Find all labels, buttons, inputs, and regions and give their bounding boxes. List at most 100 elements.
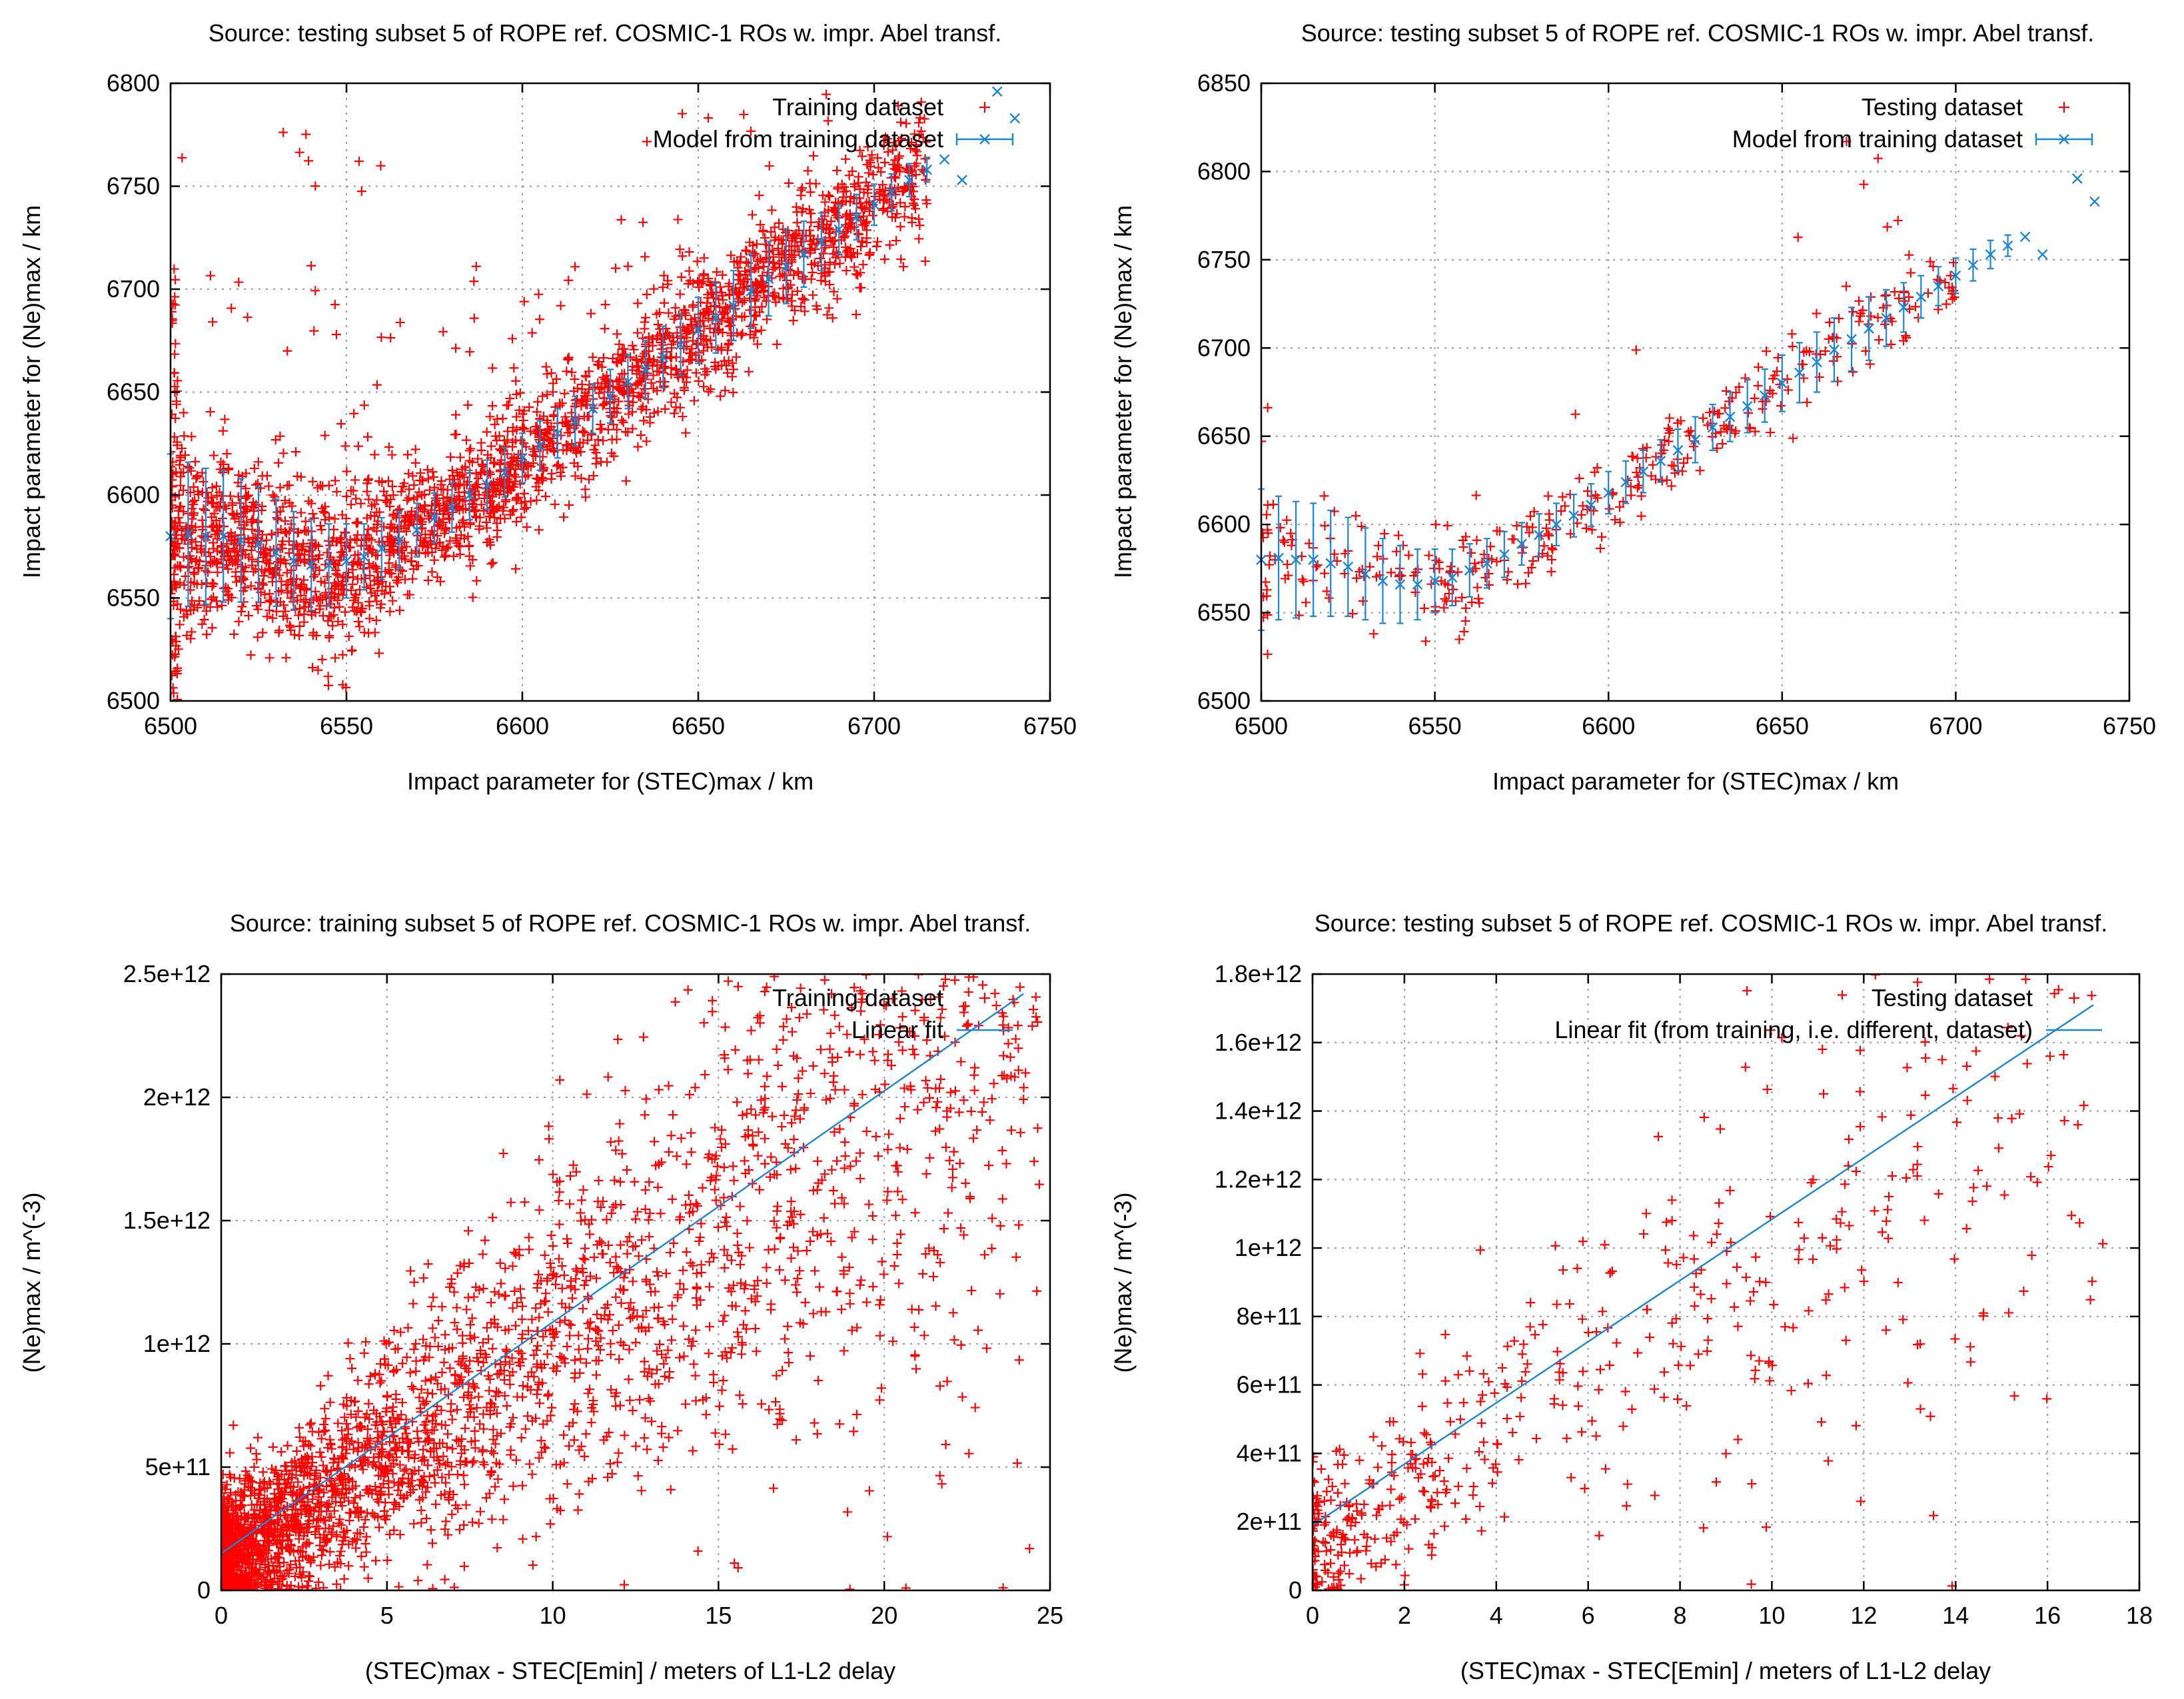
data-point bbox=[709, 328, 719, 338]
data-point bbox=[897, 986, 907, 996]
data-point bbox=[602, 1432, 612, 1442]
data-point bbox=[466, 444, 476, 454]
data-point bbox=[305, 1468, 315, 1478]
data-point bbox=[371, 550, 381, 560]
data-point bbox=[805, 225, 815, 235]
data-point bbox=[769, 259, 779, 269]
data-point bbox=[270, 492, 280, 502]
data-point bbox=[1304, 538, 1314, 548]
data-point bbox=[437, 545, 447, 555]
data-point bbox=[1688, 442, 1698, 452]
data-point bbox=[623, 261, 633, 271]
data-point bbox=[778, 239, 788, 249]
data-point bbox=[420, 530, 430, 540]
data-point bbox=[267, 529, 276, 539]
data-point bbox=[1657, 440, 1667, 450]
model-point bbox=[1586, 500, 1596, 510]
model-point bbox=[200, 530, 211, 542]
data-point bbox=[614, 1136, 624, 1146]
data-point bbox=[179, 506, 189, 516]
data-point bbox=[413, 530, 423, 540]
data-point bbox=[847, 1325, 857, 1335]
data-point bbox=[340, 441, 350, 451]
data-point bbox=[695, 1233, 705, 1243]
model-point bbox=[1638, 466, 1649, 477]
data-point bbox=[687, 344, 697, 354]
data-point bbox=[1925, 257, 1935, 267]
data-point bbox=[1031, 992, 1041, 1002]
x-tick-label: 6500 bbox=[1235, 712, 1288, 740]
data-point bbox=[894, 1279, 904, 1289]
data-point bbox=[611, 1292, 621, 1302]
data-point bbox=[288, 544, 298, 554]
data-point bbox=[436, 1420, 446, 1430]
data-point bbox=[331, 566, 341, 576]
data-point bbox=[580, 1280, 590, 1290]
data-point bbox=[845, 211, 855, 221]
data-point bbox=[320, 1404, 330, 1414]
data-point bbox=[718, 295, 728, 305]
data-point bbox=[458, 1338, 468, 1348]
data-point bbox=[760, 1159, 770, 1169]
data-point bbox=[1633, 472, 1643, 482]
data-point bbox=[908, 198, 918, 208]
data-point bbox=[344, 631, 354, 641]
data-point bbox=[659, 1359, 669, 1369]
data-point bbox=[482, 1323, 492, 1333]
data-point bbox=[423, 576, 433, 586]
chart-title: Source: testing subset 5 of ROPE ref. CO… bbox=[209, 19, 1001, 47]
data-point bbox=[1528, 556, 1538, 566]
data-point bbox=[500, 514, 510, 524]
data-point bbox=[438, 1451, 448, 1461]
data-point bbox=[865, 248, 875, 258]
data-point bbox=[777, 1081, 787, 1091]
legend-label: Training dataset bbox=[772, 93, 943, 121]
data-point bbox=[893, 160, 903, 170]
data-point bbox=[1772, 366, 1782, 376]
data-point bbox=[402, 495, 412, 505]
legend-symbol bbox=[2059, 102, 2069, 113]
data-point bbox=[770, 974, 780, 981]
data-point bbox=[710, 1185, 720, 1195]
data-point bbox=[317, 654, 327, 664]
data-point bbox=[346, 1409, 356, 1419]
data-point bbox=[751, 263, 761, 273]
data-point bbox=[795, 1114, 805, 1124]
data-point bbox=[1866, 311, 1876, 321]
data-point bbox=[825, 257, 835, 267]
data-point bbox=[472, 1403, 482, 1413]
data-point bbox=[533, 397, 543, 407]
data-point bbox=[504, 482, 514, 492]
data-point bbox=[573, 461, 583, 471]
data-point bbox=[696, 1295, 706, 1305]
data-point bbox=[693, 1201, 703, 1211]
data-point bbox=[320, 1414, 330, 1424]
data-point bbox=[505, 1379, 515, 1389]
data-point bbox=[380, 589, 390, 599]
data-point bbox=[787, 301, 797, 311]
data-point bbox=[728, 364, 738, 374]
data-point bbox=[1263, 649, 1273, 659]
data-point bbox=[1480, 572, 1490, 582]
data-point bbox=[893, 101, 903, 111]
data-point bbox=[559, 1271, 569, 1281]
x-tick-label: 6650 bbox=[672, 712, 725, 740]
series-points bbox=[171, 89, 932, 701]
data-point bbox=[748, 1131, 758, 1141]
data-point bbox=[895, 222, 905, 232]
data-point bbox=[253, 632, 263, 642]
data-point bbox=[429, 555, 439, 565]
data-point bbox=[783, 284, 793, 294]
data-point bbox=[1424, 550, 1434, 560]
data-point bbox=[294, 610, 304, 620]
data-point bbox=[884, 138, 894, 148]
data-point bbox=[851, 309, 861, 319]
data-point bbox=[210, 556, 220, 566]
data-point bbox=[562, 1234, 572, 1244]
data-point bbox=[699, 253, 709, 263]
data-point bbox=[672, 1151, 682, 1161]
data-point bbox=[225, 1448, 235, 1458]
data-point bbox=[924, 1243, 934, 1253]
data-point bbox=[1906, 268, 1915, 278]
data-point bbox=[1526, 562, 1536, 572]
